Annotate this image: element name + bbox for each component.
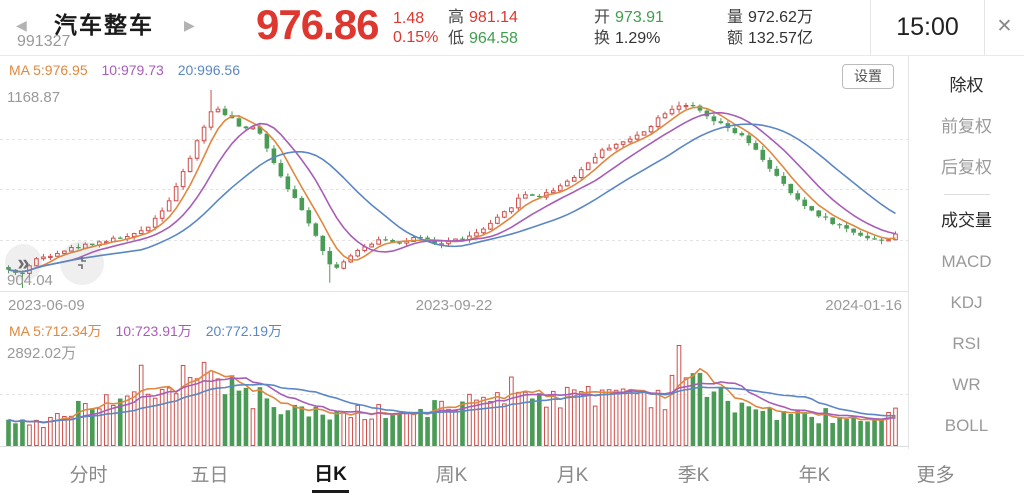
tab-daily-k[interactable]: 日K <box>270 450 391 495</box>
stock-title: 汽车整车 <box>54 12 154 38</box>
date-middle: 2023-09-22 <box>415 297 493 314</box>
high-value: 981.14 <box>469 9 518 26</box>
kline-ma-labels: MA 5:976.95 10:979.73 20:996.56 <box>9 62 240 78</box>
collapse-tools-button[interactable]: » <box>5 244 42 281</box>
vol-ma20-value: 20:772.19万 <box>205 323 282 339</box>
ma5-value: 5:976.95 <box>33 62 88 78</box>
sidebar-item-exright[interactable]: 除权 <box>949 76 984 95</box>
tab-more[interactable]: 更多 <box>916 465 955 486</box>
ma10-value: 10:979.73 <box>101 62 164 78</box>
current-price: 976.86 <box>256 1 379 48</box>
high-label: 高 <box>448 9 465 26</box>
tab-quarterly-k[interactable]: 季K <box>677 465 710 486</box>
sidebar-item-boll[interactable]: BOLL <box>944 416 989 435</box>
price-change: 1.48 0.15% <box>393 9 438 47</box>
close-icon[interactable]: ✕ <box>996 16 1013 37</box>
tab-minute[interactable]: 分时 <box>69 465 108 486</box>
tab-yearly-k[interactable]: 年K <box>798 465 831 486</box>
change-percent: 0.15% <box>393 29 439 46</box>
volume-value: 972.62万 <box>748 9 813 26</box>
next-stock-arrow-icon[interactable]: ▶ <box>184 17 195 33</box>
market-time: 15:00 <box>870 0 985 56</box>
tab-five-day[interactable]: 五日 <box>190 465 229 486</box>
sidebar-item-rsi[interactable]: RSI <box>952 334 981 353</box>
vol-ma-prefix: MA <box>9 323 30 339</box>
ma-prefix: MA <box>9 62 30 78</box>
sidebar-item-wr[interactable]: WR <box>952 375 981 394</box>
turnover-rate-value: 1.29% <box>615 30 661 47</box>
stat-group-open-turnover: 开 973.91 换 1.29% <box>594 7 664 49</box>
vol-ma10-value: 10:723.91万 <box>115 323 192 339</box>
volume-label: 量 <box>727 9 744 26</box>
kline-chart[interactable]: 1168.87 904.04 » <box>0 88 908 292</box>
crosshair-icon <box>78 257 86 269</box>
volume-canvas[interactable] <box>0 341 908 446</box>
sidebar-item-backward-adjusted[interactable]: 后复权 <box>941 158 992 177</box>
sidebar-item-macd[interactable]: MACD <box>941 252 992 271</box>
amount-label: 额 <box>727 30 744 47</box>
stock-code: 991327 <box>17 33 71 50</box>
amount-value: 132.57亿 <box>748 30 813 47</box>
date-end: 2024-01-16 <box>825 297 902 314</box>
settings-button[interactable]: 设置 <box>842 64 894 89</box>
low-label: 低 <box>448 30 465 47</box>
sidebar-item-volume[interactable]: 成交量 <box>941 211 992 230</box>
low-value: 964.58 <box>469 30 518 47</box>
stat-group-high-low: 高 981.14 低 964.58 <box>448 7 518 49</box>
prev-stock-arrow-icon[interactable]: ◀ <box>16 17 27 33</box>
sidebar-item-kdj[interactable]: KDJ <box>950 293 983 312</box>
period-tabbar: 分时 五日 日K 周K 月K 季K 年K 更多 <box>0 450 1024 495</box>
stat-group-volume-amount: 量 972.62万 额 132.57亿 <box>727 7 813 49</box>
sidebar-divider <box>943 194 990 195</box>
turnover-rate-label: 换 <box>594 30 611 47</box>
double-chevron-icon: » <box>17 249 30 275</box>
tab-weekly-k[interactable]: 周K <box>435 465 468 486</box>
open-value: 973.91 <box>615 9 664 26</box>
ma20-value: 20:996.56 <box>177 62 240 78</box>
change-amount: 1.48 <box>393 10 425 27</box>
vol-ma5-value: 5:712.34万 <box>33 323 102 339</box>
header: ◀ 汽车整车 ▶ 991327 976.86 1.48 0.15% 高 981.1… <box>0 0 1024 56</box>
open-label: 开 <box>594 9 611 26</box>
indicator-sidebar: 除权 前复权 后复权 成交量 MACD KDJ RSI WR BOLL <box>908 56 1024 449</box>
sidebar-item-forward-adjusted[interactable]: 前复权 <box>941 117 992 136</box>
date-axis: 2023-06-09 2023-09-22 2024-01-16 <box>0 292 908 319</box>
volume-chart[interactable]: 2892.02万 <box>0 341 908 447</box>
crosshair-tool-button[interactable] <box>60 241 104 285</box>
tab-monthly-k[interactable]: 月K <box>556 465 589 486</box>
kline-canvas[interactable] <box>0 88 908 290</box>
volume-ma-labels: MA 5:712.34万 10:723.91万 20:772.19万 <box>9 321 282 341</box>
date-start: 2023-06-09 <box>8 297 85 314</box>
